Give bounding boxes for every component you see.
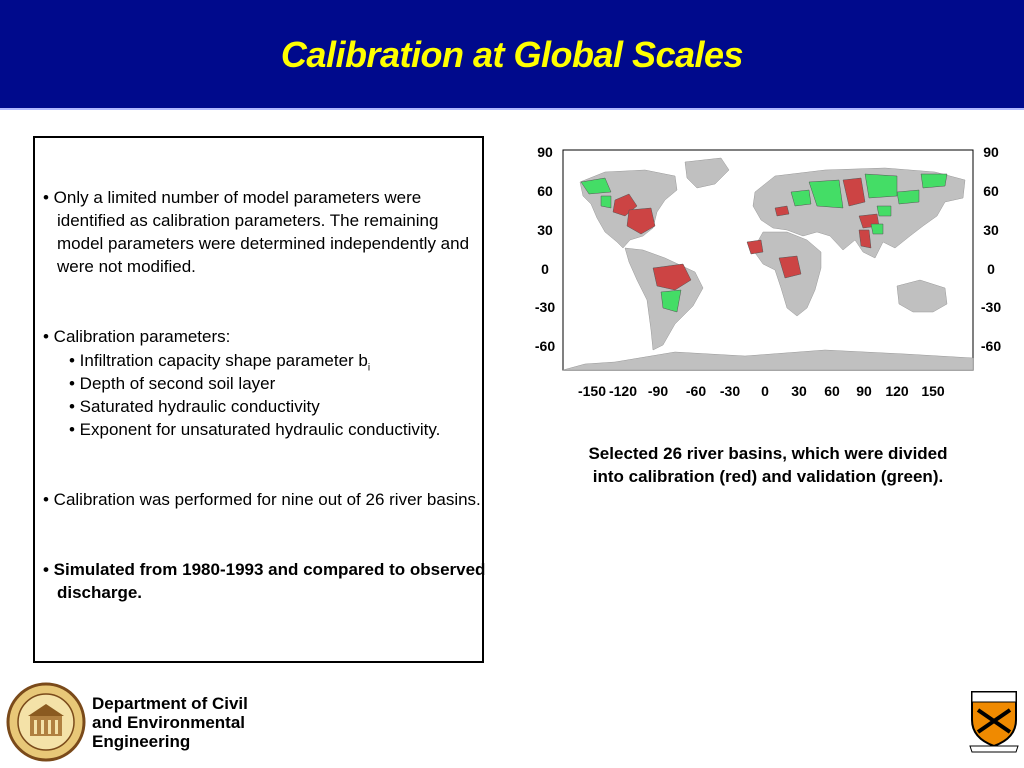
x-tick-5: 0 xyxy=(761,383,769,399)
basin-columbia xyxy=(600,195,612,209)
y-tick-left-2: 30 xyxy=(537,222,553,238)
x-axis-bottom: -150 -120 -90 -60 -30 0 30 60 90 120 150 xyxy=(578,383,945,399)
header-rule xyxy=(0,108,1024,110)
y-tick-left-5: -60 xyxy=(535,338,555,354)
bullet-box: • Only a limited number of model paramet… xyxy=(33,136,486,663)
basin-pearl xyxy=(870,223,884,235)
validation-basins xyxy=(580,173,948,313)
x-tick-0: -150 xyxy=(578,383,606,399)
princeton-shield-logo xyxy=(968,688,1020,759)
basin-lena xyxy=(864,173,898,199)
y-tick-right-2: 30 xyxy=(983,222,999,238)
bullet-nine-basins: • Calibration was performed for nine out… xyxy=(43,490,481,509)
y-tick-left-1: 60 xyxy=(537,183,553,199)
basin-niger xyxy=(746,239,764,255)
sub-bullet-exponent: • Exponent for unsaturated hydraulic con… xyxy=(69,420,441,439)
basin-mississippi xyxy=(626,207,656,235)
department-line-3: Engineering xyxy=(92,732,191,751)
bullet-simulated: • Simulated from 1980-1993 and compared … xyxy=(43,560,486,602)
basin-amazon xyxy=(652,263,692,291)
x-tick-3: -60 xyxy=(686,383,706,399)
basin-danube xyxy=(774,205,790,217)
x-tick-9: 120 xyxy=(885,383,909,399)
department-line-2: and Environmental xyxy=(92,713,246,732)
x-tick-7: 60 xyxy=(824,383,840,399)
landmass-greenland xyxy=(684,157,730,189)
y-tick-left-4: -30 xyxy=(535,299,555,315)
basin-parana xyxy=(660,289,682,313)
x-tick-2: -90 xyxy=(648,383,668,399)
y-axis-left: 90 60 30 0 -30 -60 xyxy=(535,144,555,354)
map-caption: Selected 26 river basins, which were div… xyxy=(588,444,948,486)
slide-header: Calibration at Global Scales xyxy=(0,0,1024,112)
y-axis-right: 90 60 30 0 -30 -60 xyxy=(981,144,1001,354)
x-tick-10: 150 xyxy=(921,383,945,399)
y-tick-right-0: 90 xyxy=(983,144,999,160)
basin-volga xyxy=(790,189,812,207)
basin-yukon xyxy=(580,177,612,195)
bullet-calibration-parameters: • Calibration parameters: xyxy=(43,327,231,346)
department-name: Department of Civil and Environmental En… xyxy=(92,694,292,751)
y-tick-right-4: -30 xyxy=(981,299,1001,315)
calibration-basins xyxy=(612,177,880,291)
bullet-parameters: • Only a limited number of model paramet… xyxy=(43,188,470,276)
y-tick-right-1: 60 xyxy=(983,183,999,199)
world-basin-map: 90 60 30 0 -30 -60 90 60 30 0 -30 -60 -150 -120 -90-… xyxy=(525,140,1015,410)
y-tick-left-0: 90 xyxy=(537,144,553,160)
x-tick-1: -120 xyxy=(609,383,637,399)
university-seal-logo xyxy=(6,682,86,767)
y-tick-right-3: 0 xyxy=(987,261,995,277)
sub-bullet-conductivity: • Saturated hydraulic conductivity xyxy=(69,397,320,416)
y-tick-right-5: -60 xyxy=(981,338,1001,354)
sub-bullet-infiltration: • Infiltration capacity shape parameter … xyxy=(69,351,371,374)
y-tick-left-3: 0 xyxy=(541,261,549,277)
department-line-1: Department of Civil xyxy=(92,694,248,713)
basin-kolyma xyxy=(920,173,948,189)
x-tick-4: -30 xyxy=(720,383,740,399)
basin-ob xyxy=(808,179,844,209)
landmass-antarctica xyxy=(562,349,974,371)
basin-huang xyxy=(876,205,892,217)
basin-amur xyxy=(896,189,920,205)
basin-congo xyxy=(778,255,802,279)
landmass-australia xyxy=(896,279,948,313)
x-tick-8: 90 xyxy=(856,383,872,399)
x-tick-6: 30 xyxy=(791,383,807,399)
basin-yenisei xyxy=(842,177,866,207)
sub-bullet-soil-depth: • Depth of second soil layer xyxy=(69,374,276,393)
basin-mekong xyxy=(858,229,872,249)
slide-title: Calibration at Global Scales xyxy=(280,34,744,75)
